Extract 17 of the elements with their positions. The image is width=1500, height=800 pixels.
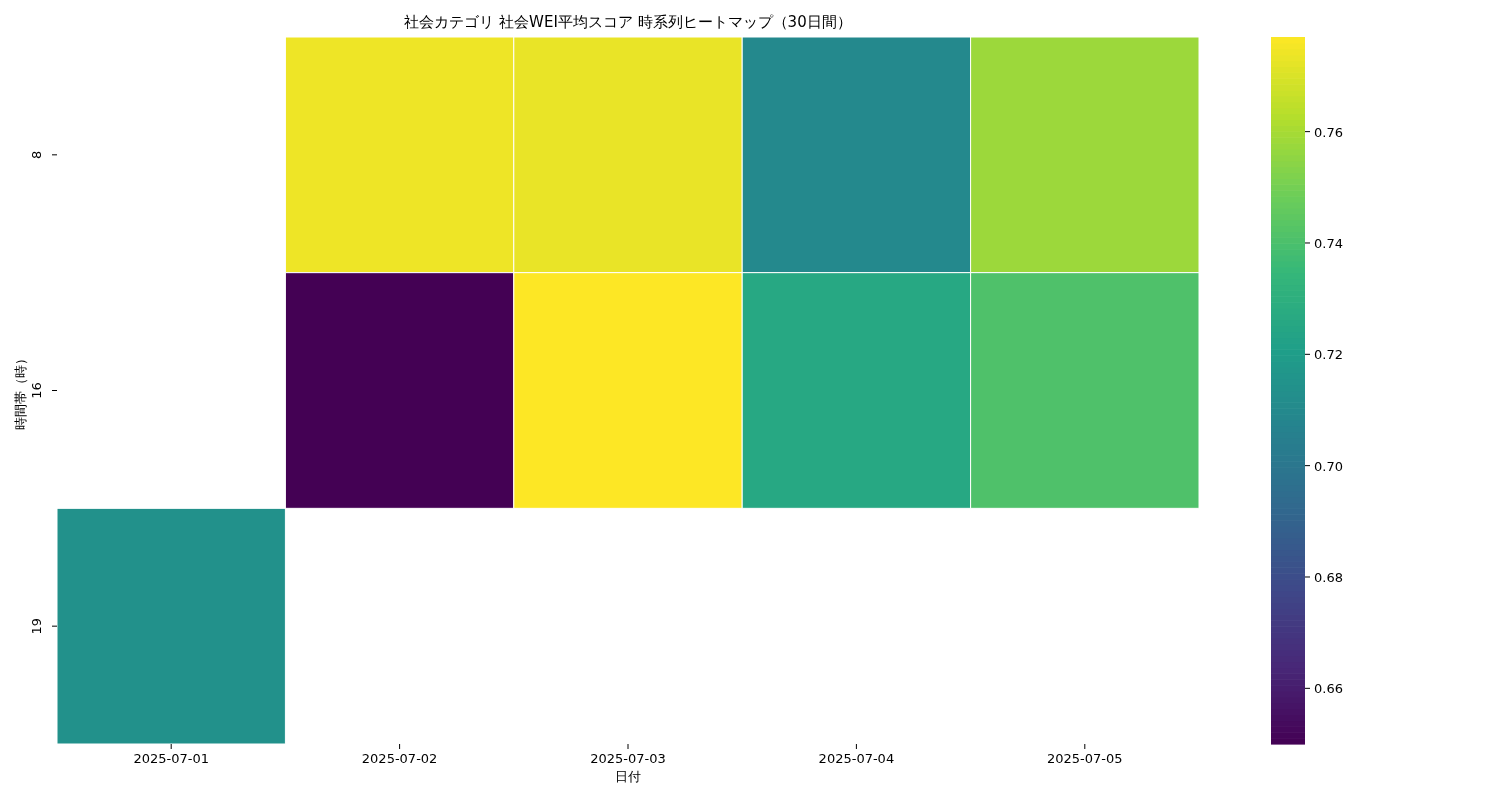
color-bar-label: 0.76 — [1314, 124, 1343, 140]
color-bar-label: 0.70 — [1314, 458, 1343, 474]
color-bar-label: 0.72 — [1314, 347, 1343, 363]
x-tick-label: 2025-07-02 — [361, 751, 438, 766]
y-tick-label: 19 — [29, 617, 44, 635]
x-tick-label: 2025-07-05 — [1047, 751, 1123, 766]
color-bar-label: 0.68 — [1314, 569, 1343, 585]
x-tick-label: 2025-07-04 — [818, 751, 895, 766]
x-tick-label: 2025-07-03 — [590, 751, 666, 766]
chart-title: 社会カテゴリ 社会WEI平均スコア 時系列ヒートマップ（30日間） — [404, 13, 852, 31]
x-axis-title: 日付 — [615, 769, 641, 784]
y-tick-label: 8 — [29, 150, 44, 159]
y-axis-title: 時間帯（時） — [13, 351, 28, 430]
x-tick-label: 2025-07-01 — [133, 751, 209, 766]
color-bar-label: 0.66 — [1314, 681, 1343, 697]
y-tick-label: 16 — [29, 382, 44, 399]
color-bar-label: 0.74 — [1314, 235, 1343, 251]
